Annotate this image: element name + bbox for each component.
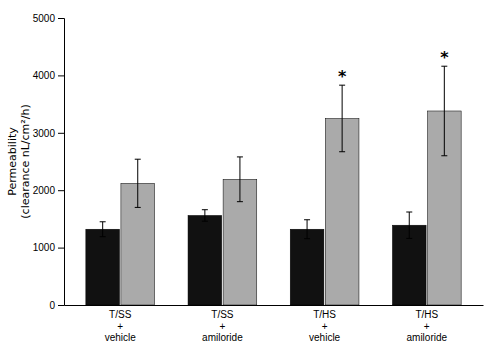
error-bar-line [409, 212, 410, 238]
y-axis-line [58, 19, 65, 306]
error-bar-line [342, 85, 343, 152]
y-axis: 0 1000 2000 3000 4000 5000 [33, 13, 65, 311]
error-bar-line [307, 220, 308, 239]
error-bar-cap [202, 221, 208, 222]
error-bar-cap [237, 201, 243, 202]
error-bar-cap [100, 221, 106, 222]
error-bar-cap [135, 207, 141, 208]
y-tick: 5000 [33, 13, 64, 24]
error-bar-cap [202, 209, 208, 210]
x-tick: T/HS+amiloride [407, 309, 448, 343]
annotations: ** [338, 48, 449, 86]
x-tick-label: T/HS+vehicle [309, 309, 341, 343]
error-bar-cap [304, 219, 310, 220]
error-bar-cap [135, 159, 141, 160]
error-bar-cap [441, 155, 447, 156]
y-tick: 3000 [33, 128, 64, 139]
error-bar [304, 220, 310, 239]
x-tick-label: T/SS+amiloride [202, 309, 243, 343]
y-tick-label: 3000 [33, 128, 56, 139]
error-bar [135, 159, 141, 207]
error-bar-line [444, 66, 445, 156]
error-bar-line [204, 210, 205, 221]
x-tick-label: T/HS+amiloride [407, 309, 448, 343]
x-tick: T/SS+amiloride [202, 309, 243, 343]
y-tick-mark [58, 133, 64, 134]
error-bar-cap [100, 236, 106, 237]
x-axis-line [65, 305, 484, 306]
bar [290, 229, 324, 305]
error-bar [339, 85, 345, 152]
annotation: * [440, 48, 449, 67]
y-tick-mark [58, 190, 64, 191]
error-bar-cap [406, 238, 412, 239]
y-tick-mark [58, 305, 64, 306]
y-tick-mark [58, 248, 64, 249]
annotation: * [338, 67, 347, 86]
x-tick: T/SS+vehicle [105, 309, 137, 343]
error-bar-line [137, 159, 138, 207]
bar [86, 229, 120, 305]
y-axis-title: Permeability(clearance nL/cm²/h) [6, 104, 32, 218]
y-tick-label: 0 [49, 300, 55, 311]
y-tick-mark [58, 75, 64, 76]
y-tick-mark [58, 18, 64, 19]
y-tick-label: 1000 [33, 242, 56, 253]
x-tick: T/HS+vehicle [309, 309, 341, 343]
chart: 0 1000 2000 3000 4000 5000 T/SS+vehicle T/SS+am… [0, 0, 497, 359]
error-bar [100, 222, 106, 237]
error-bar [441, 66, 447, 156]
error-bar-line [239, 157, 240, 202]
error-bar-cap [304, 238, 310, 239]
y-tick-label: 2000 [33, 185, 56, 196]
y-tick-label: 4000 [33, 70, 56, 81]
error-bar-cap [406, 212, 412, 213]
series [121, 66, 461, 305]
y-tick: 2000 [33, 185, 64, 196]
error-bar [406, 212, 412, 238]
error-bar-cap [339, 151, 345, 152]
error-bar [237, 157, 243, 202]
y-tick-label: 5000 [33, 13, 56, 24]
x-axis: T/SS+vehicle T/SS+amiloride T/HS+vehicle T/… [65, 306, 484, 344]
y-tick: 0 [49, 300, 64, 311]
x-tick-label: T/SS+vehicle [105, 309, 137, 343]
y-tick: 1000 [33, 242, 64, 253]
bar [188, 215, 222, 305]
y-tick: 4000 [33, 70, 64, 81]
plot-area [86, 66, 461, 305]
error-bar-cap [237, 156, 243, 157]
error-bar-line [102, 222, 103, 237]
error-bar [202, 210, 208, 221]
